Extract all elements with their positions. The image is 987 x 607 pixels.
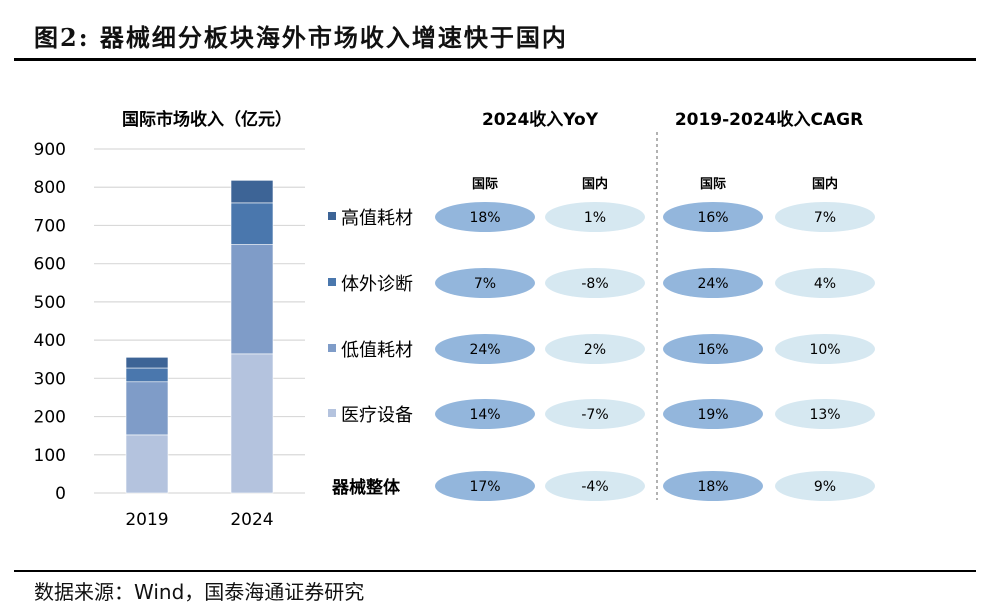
x-tick-label: 2019 — [125, 510, 168, 530]
value-label: 2% — [584, 342, 606, 358]
value-ellipse — [775, 399, 875, 429]
value-ellipse — [663, 268, 763, 298]
value-ellipse — [663, 471, 763, 501]
row-label: 体外诊断 — [341, 274, 413, 295]
bottom-rule — [14, 570, 976, 572]
y-tick-label: 500 — [34, 293, 66, 313]
value-label: 18% — [469, 210, 500, 226]
value-ellipse — [435, 268, 535, 298]
source-note: 数据来源：Wind，国泰海通证券研究 — [34, 580, 365, 604]
value-ellipse — [435, 334, 535, 364]
value-label: -4% — [581, 479, 608, 495]
value-ellipse — [775, 471, 875, 501]
figure-title: 图2: 器械细分板块海外市场收入增速快于国内 — [34, 23, 568, 52]
value-label: 24% — [697, 276, 728, 292]
value-label: -7% — [581, 407, 608, 423]
value-label: 1% — [584, 210, 606, 226]
y-tick-label: 300 — [34, 369, 66, 389]
value-label: -8% — [581, 276, 608, 292]
column-header: 国内 — [582, 176, 608, 192]
x-tick-label: 2024 — [230, 510, 273, 530]
legend-swatch — [328, 278, 336, 286]
group-title: 2019-2024收入CAGR — [675, 109, 863, 130]
value-ellipse — [545, 202, 645, 232]
value-ellipse — [663, 399, 763, 429]
value-ellipse — [775, 268, 875, 298]
value-ellipse — [545, 471, 645, 501]
value-label: 7% — [814, 210, 836, 226]
y-tick-label: 700 — [34, 216, 66, 236]
value-ellipse — [775, 334, 875, 364]
top-rule — [14, 58, 976, 61]
value-ellipse — [663, 334, 763, 364]
bar-segment-体外诊断 — [125, 367, 169, 383]
row-label: 高值耗材 — [341, 208, 413, 229]
bar-segment-低值耗材 — [230, 244, 274, 355]
value-ellipse — [435, 471, 535, 501]
column-header: 国际 — [472, 177, 498, 192]
row-label: 低值耗材 — [341, 340, 413, 361]
y-tick-label: 100 — [34, 446, 66, 466]
value-label: 7% — [474, 276, 496, 292]
value-ellipse — [435, 202, 535, 232]
bar-segment-体外诊断 — [230, 202, 274, 245]
y-tick-label: 400 — [34, 331, 66, 351]
group-title: 2024收入YoY — [482, 109, 599, 130]
value-label: 10% — [809, 342, 840, 358]
value-label: 24% — [469, 342, 500, 358]
bar-segment-医疗设备 — [125, 434, 169, 494]
value-ellipse — [435, 399, 535, 429]
value-label: 17% — [469, 479, 500, 495]
column-header: 国内 — [812, 176, 838, 192]
value-label: 14% — [469, 407, 500, 423]
y-tick-label: 900 — [34, 140, 66, 160]
bar-segment-医疗设备 — [230, 353, 274, 494]
value-label: 19% — [697, 407, 728, 423]
value-label: 16% — [697, 342, 728, 358]
value-ellipse — [545, 334, 645, 364]
value-label: 18% — [697, 479, 728, 495]
row-label: 器械整体 — [331, 477, 401, 498]
value-ellipse — [663, 202, 763, 232]
y-tick-label: 0 — [55, 484, 66, 504]
value-ellipse — [545, 268, 645, 298]
value-label: 4% — [814, 276, 836, 292]
y-tick-label: 200 — [34, 408, 66, 428]
bar-segment-高值耗材 — [230, 180, 274, 204]
legend-swatch — [328, 212, 336, 220]
bar-chart-title: 国际市场收入（亿元） — [122, 109, 292, 130]
legend-swatch — [328, 344, 336, 352]
value-ellipse — [775, 202, 875, 232]
value-label: 13% — [809, 407, 840, 423]
bar-segment-低值耗材 — [125, 381, 169, 436]
row-label: 医疗设备 — [341, 405, 413, 426]
value-label: 9% — [814, 479, 836, 495]
y-tick-label: 600 — [34, 255, 66, 275]
legend-swatch — [328, 409, 336, 417]
value-label: 16% — [697, 210, 728, 226]
column-header: 国际 — [700, 177, 726, 192]
value-ellipse — [545, 399, 645, 429]
bar-segment-高值耗材 — [125, 357, 169, 369]
y-tick-label: 800 — [34, 178, 66, 198]
